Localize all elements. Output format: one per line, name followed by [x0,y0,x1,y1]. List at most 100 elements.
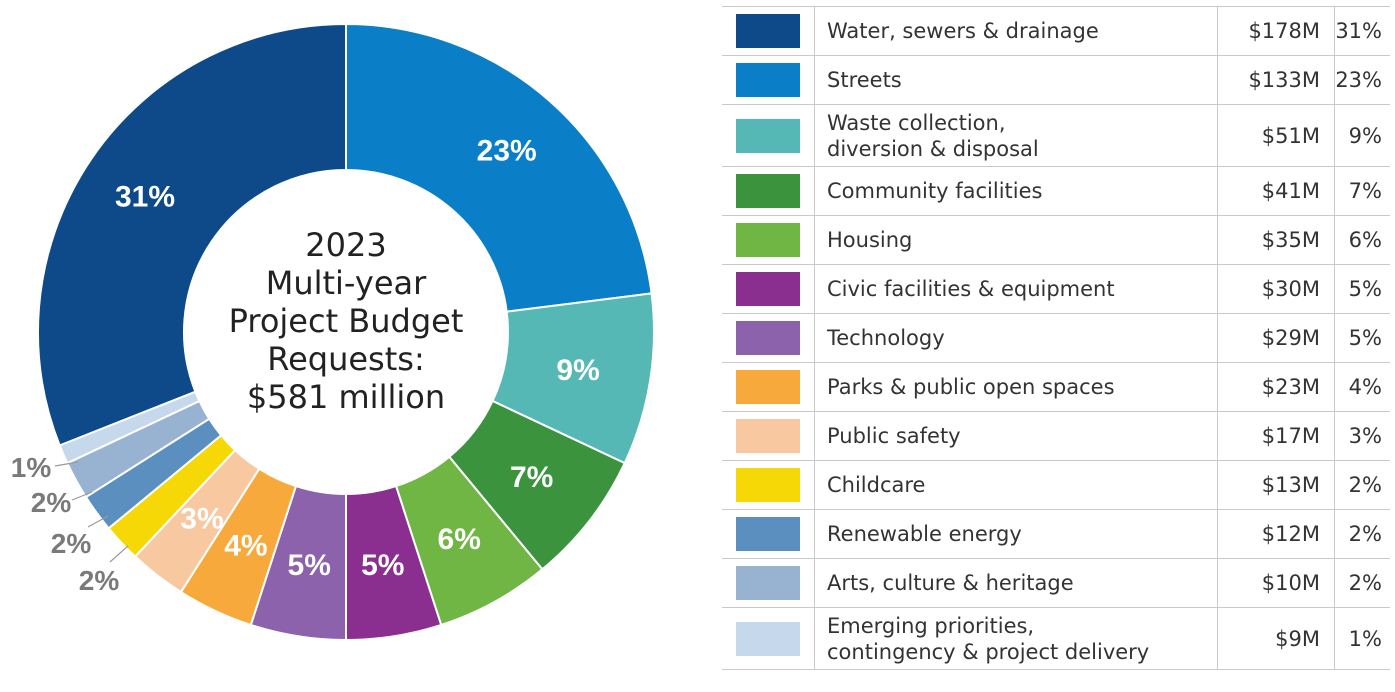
legend-category-line: diversion & disposal [827,136,1039,161]
legend-swatch [736,419,800,453]
legend-category: Waste collection, diversion & disposal [814,104,1218,167]
legend-row: Technology $29M 5% [722,313,1390,363]
legend-swatch-cell [722,6,815,56]
legend-category-line: contingency & project delivery [827,639,1150,664]
slice-percent-label: 5% [361,549,404,582]
legend-category: Streets [814,55,1218,105]
legend-table: Water, sewers & drainage $178M 31% Streets $… [722,6,1390,670]
legend-swatch [736,272,800,306]
slice-percent-label: 9% [556,354,599,387]
legend-swatch-cell [722,607,815,670]
legend-percent: 5% [1334,264,1390,314]
legend-amount: $10M [1217,558,1335,608]
slice-percent-label: 3% [180,503,223,536]
legend-percent: 4% [1334,362,1390,412]
legend-amount: $9M [1217,607,1335,670]
legend-category: Public safety [814,411,1218,461]
slice-percent-label: 31% [115,180,175,213]
legend-swatch [736,566,800,600]
legend-category: Parks & public open spaces [814,362,1218,412]
legend-category-line: Waste collection, [827,110,1006,135]
legend-amount: $23M [1217,362,1335,412]
legend-amount: $41M [1217,166,1335,216]
legend-category: Water, sewers & drainage [814,6,1218,56]
slice-percent-label: 2% [79,565,120,596]
legend-category: Childcare [814,460,1218,510]
legend-row: Civic facilities & equipment $30M 5% [722,264,1390,314]
center-title-line: Multi-year [265,264,427,302]
slice-percent-label: 23% [477,135,537,168]
slice-percent-label: 7% [510,461,553,494]
legend-swatch [736,63,800,97]
legend-row: Public safety $17M 3% [722,411,1390,461]
legend-percent: 2% [1334,460,1390,510]
legend-percent: 3% [1334,411,1390,461]
center-title-line: Requests: [267,340,425,378]
leader-line [109,545,129,563]
legend-swatch [736,321,800,355]
legend-swatch [736,517,800,551]
slice-percent-label: 5% [288,549,331,582]
leader-line [87,515,109,528]
legend-swatch-cell [722,55,815,105]
legend-swatch [736,621,800,656]
legend-category: Civic facilities & equipment [814,264,1218,314]
slice-percent-label: 1% [11,452,52,483]
legend-swatch-cell [722,411,815,461]
legend-category: Emerging priorities, contingency & projec… [814,607,1218,670]
legend-swatch-cell [722,362,815,412]
legend-percent: 7% [1334,166,1390,216]
legend-category: Community facilities [814,166,1218,216]
legend-percent: 2% [1334,509,1390,559]
legend-row: Water, sewers & drainage $178M 31% [722,6,1390,56]
legend-category: Renewable energy [814,509,1218,559]
legend-percent: 2% [1334,558,1390,608]
legend-amount: $35M [1217,215,1335,265]
slice-percent-label: 2% [31,487,72,518]
legend-swatch-cell [722,460,815,510]
legend-category: Arts, culture & heritage [814,558,1218,608]
legend-row: Streets $133M 23% [722,55,1390,105]
legend-row: Emerging priorities, contingency & projec… [722,607,1390,670]
slice-percent-label: 6% [438,523,481,556]
legend-swatch [736,370,800,404]
center-title-line: Project Budget [228,302,464,340]
legend-swatch [736,468,800,502]
legend-row: Parks & public open spaces $23M 4% [722,362,1390,412]
legend-percent: 6% [1334,215,1390,265]
legend-swatch-cell [722,313,815,363]
legend-amount: $51M [1217,104,1335,167]
slice-percent-label: 2% [51,528,92,559]
center-title-line: $581 million [246,378,446,416]
legend-row: Community facilities $41M 7% [722,166,1390,216]
legend-amount: $178M [1217,6,1335,56]
legend-swatch-cell [722,104,815,167]
legend-percent: 1% [1334,607,1390,670]
center-title-line: 2023 [305,226,387,264]
legend-category: Technology [814,313,1218,363]
legend-row: Arts, culture & heritage $10M 2% [722,558,1390,608]
legend-swatch [736,174,800,208]
donut-slice [37,22,347,447]
donut-center-title: 2023 Multi-year Project Budget Requests:… [196,226,496,416]
legend-swatch-cell [722,509,815,559]
legend-amount: $30M [1217,264,1335,314]
legend-row: Renewable energy $12M 2% [722,509,1390,559]
legend-swatch-cell [722,558,815,608]
legend-amount: $29M [1217,313,1335,363]
legend-amount: $13M [1217,460,1335,510]
legend-row: Waste collection, diversion & disposal $51… [722,104,1390,167]
legend-percent: 23% [1334,55,1390,105]
legend-swatch [736,118,800,153]
legend-row: Childcare $13M 2% [722,460,1390,510]
legend-swatch-cell [722,215,815,265]
legend-percent: 31% [1334,6,1390,56]
legend-row: Housing $35M 6% [722,215,1390,265]
legend-amount: $17M [1217,411,1335,461]
legend-category-line: Emerging priorities, [827,613,1035,638]
donut-chart: 23% 9% 7% 6% 5% 5% 4%3% 2% 2% 2% 1% 31% [11,22,655,642]
legend-percent: 5% [1334,313,1390,363]
legend-amount: $12M [1217,509,1335,559]
legend-swatch-cell [722,264,815,314]
leader-line [54,461,79,467]
